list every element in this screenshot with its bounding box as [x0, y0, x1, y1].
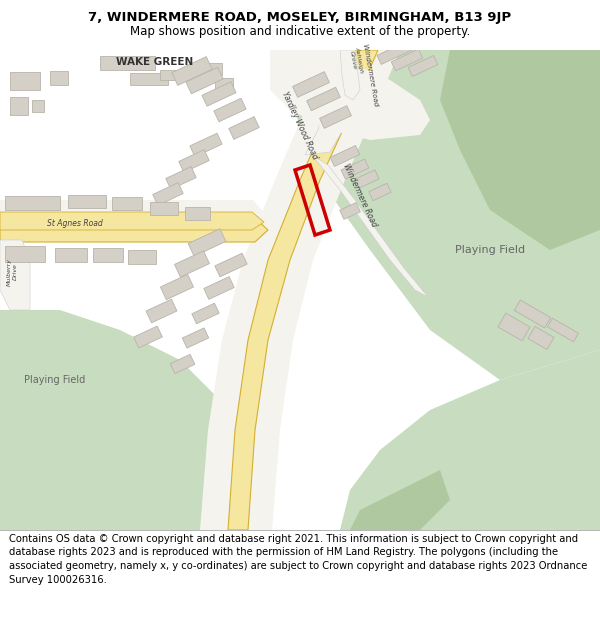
Polygon shape — [150, 202, 178, 215]
Polygon shape — [228, 50, 378, 530]
Polygon shape — [55, 248, 87, 262]
Polygon shape — [548, 318, 578, 342]
Polygon shape — [172, 57, 212, 86]
Polygon shape — [0, 200, 270, 240]
Polygon shape — [0, 212, 264, 230]
Polygon shape — [355, 170, 379, 188]
Polygon shape — [340, 50, 360, 100]
Polygon shape — [128, 250, 156, 264]
Polygon shape — [307, 88, 340, 111]
Polygon shape — [320, 106, 352, 128]
Polygon shape — [112, 197, 142, 210]
Text: Map shows position and indicative extent of the property.: Map shows position and indicative extent… — [130, 24, 470, 38]
Polygon shape — [293, 72, 329, 98]
Text: Ashleigh
Grove: Ashleigh Grove — [349, 46, 364, 74]
Polygon shape — [5, 246, 45, 262]
Polygon shape — [215, 78, 233, 90]
Polygon shape — [312, 155, 428, 297]
Polygon shape — [200, 63, 222, 75]
Polygon shape — [186, 68, 223, 94]
Polygon shape — [170, 354, 195, 374]
Polygon shape — [10, 97, 28, 115]
Polygon shape — [50, 71, 68, 85]
Polygon shape — [160, 274, 194, 299]
Text: Windermere Road: Windermere Road — [341, 162, 379, 228]
Polygon shape — [408, 56, 438, 76]
Polygon shape — [166, 167, 196, 189]
Text: St Agnes Road: St Agnes Road — [47, 219, 103, 229]
Polygon shape — [68, 195, 106, 208]
Polygon shape — [391, 49, 423, 71]
Text: Contains OS data © Crown copyright and database right 2021. This information is : Contains OS data © Crown copyright and d… — [9, 534, 587, 584]
Polygon shape — [160, 70, 190, 80]
Text: Playing Field: Playing Field — [455, 245, 525, 255]
Polygon shape — [341, 159, 369, 179]
Polygon shape — [229, 117, 259, 139]
Polygon shape — [185, 207, 210, 220]
Polygon shape — [192, 303, 219, 324]
Polygon shape — [0, 310, 240, 530]
Polygon shape — [0, 218, 268, 242]
Text: Windermere Road: Windermere Road — [362, 43, 379, 107]
Polygon shape — [202, 82, 236, 106]
Polygon shape — [32, 100, 44, 112]
Polygon shape — [340, 350, 600, 530]
Polygon shape — [175, 251, 209, 277]
Polygon shape — [179, 149, 209, 173]
Polygon shape — [0, 240, 30, 310]
Polygon shape — [190, 133, 222, 157]
Polygon shape — [514, 300, 551, 328]
Polygon shape — [369, 183, 391, 201]
Polygon shape — [182, 328, 209, 348]
Text: Playing Field: Playing Field — [25, 375, 86, 385]
Polygon shape — [440, 50, 600, 250]
Polygon shape — [200, 50, 400, 530]
Polygon shape — [295, 50, 600, 380]
Polygon shape — [330, 146, 360, 166]
Polygon shape — [134, 326, 163, 348]
Polygon shape — [270, 50, 430, 140]
Text: Mulberry
Drive: Mulberry Drive — [7, 258, 17, 286]
Text: Yardley Wood Road: Yardley Wood Road — [280, 90, 320, 160]
Polygon shape — [302, 50, 352, 155]
Polygon shape — [188, 229, 226, 256]
Text: WAKE GREEN: WAKE GREEN — [116, 57, 194, 67]
Polygon shape — [340, 202, 360, 219]
Polygon shape — [528, 326, 554, 349]
Polygon shape — [5, 196, 60, 210]
Polygon shape — [204, 277, 234, 299]
Polygon shape — [146, 299, 177, 322]
Polygon shape — [350, 470, 450, 530]
Polygon shape — [498, 313, 530, 341]
Polygon shape — [215, 253, 247, 277]
Polygon shape — [377, 41, 413, 64]
Polygon shape — [100, 56, 155, 70]
Polygon shape — [93, 248, 123, 262]
Polygon shape — [153, 182, 183, 206]
Polygon shape — [10, 72, 40, 90]
Text: 7, WINDERMERE ROAD, MOSELEY, BIRMINGHAM, B13 9JP: 7, WINDERMERE ROAD, MOSELEY, BIRMINGHAM,… — [88, 11, 512, 24]
Polygon shape — [214, 98, 246, 122]
Polygon shape — [130, 73, 168, 85]
